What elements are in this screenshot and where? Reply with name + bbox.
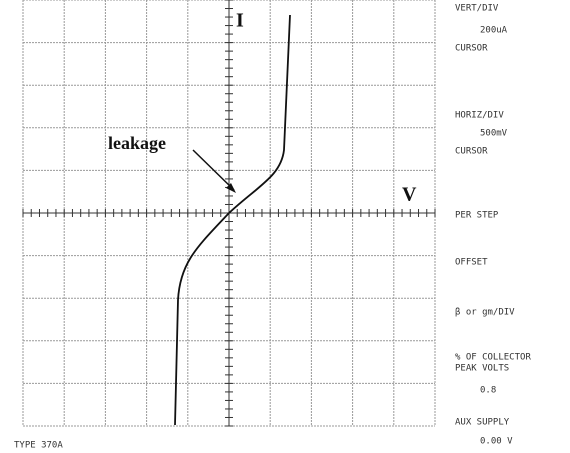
current-axis-label: I [236, 10, 244, 32]
panel-label: CURSOR [455, 44, 488, 54]
panel-label: VERT/DIV [455, 4, 499, 14]
panel-value: 0.8 [480, 386, 496, 396]
panel-label: PEAK VOLTS [455, 364, 509, 374]
settings-panel: VERT/DIV 200uA CURSOR HORIZ/DIV 500mV CURSOR P… [455, 4, 531, 447]
panel-label: AUX SUPPLY [455, 418, 510, 428]
arrow-head [226, 183, 236, 193]
panel-label: OFFSET [455, 258, 488, 268]
panel-label: β or gm/DIV [455, 308, 515, 318]
iv-curve [174, 14, 291, 426]
graticule [22, 0, 436, 427]
panel-label: CURSOR [455, 147, 488, 157]
footer: TYPE 370A [14, 441, 63, 451]
panel-value: 0.00 V [480, 437, 513, 447]
annotation: leakage [108, 133, 166, 153]
panel-label: % OF COLLECTOR [455, 353, 531, 363]
panel-label: PER STEP [455, 211, 499, 221]
panel-value: 200uA [480, 26, 508, 36]
panel-value: 500mV [480, 129, 508, 139]
panel-label: HORIZ/DIV [455, 111, 504, 121]
voltage-axis-label: V [402, 184, 417, 206]
annotation-arrow [192, 149, 235, 191]
